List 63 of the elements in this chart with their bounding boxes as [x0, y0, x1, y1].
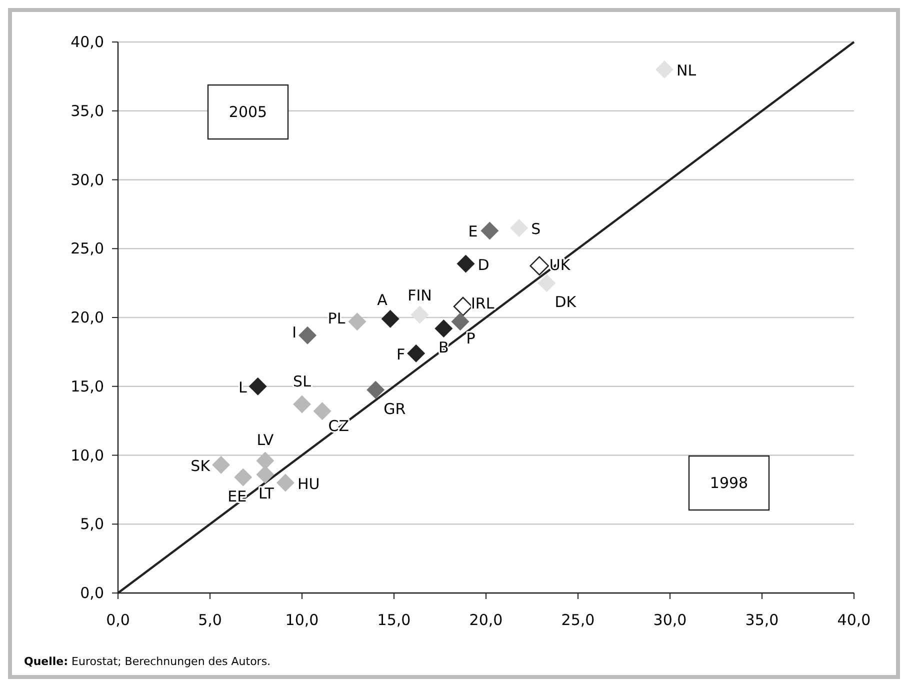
- annotation: DK: [554, 293, 578, 312]
- point: [453, 296, 473, 316]
- annotation: A: [377, 290, 388, 309]
- point: [248, 377, 267, 396]
- point: [366, 380, 385, 399]
- y-tick-label: 0,0: [80, 584, 104, 602]
- annotation: FIN: [408, 286, 432, 305]
- point: [655, 60, 674, 79]
- x-tick-label: 40,0: [837, 611, 871, 629]
- y-tick-label: 15,0: [70, 377, 104, 396]
- point: [538, 274, 556, 292]
- annotation: S: [531, 220, 541, 238]
- y-tick-label: 10,0: [70, 446, 104, 464]
- annotation: LT: [258, 484, 275, 503]
- annotation: I: [292, 323, 297, 342]
- annotation: LV: [256, 430, 274, 449]
- point: [480, 222, 499, 240]
- annotation: IRL: [471, 294, 495, 312]
- annotation: NL: [676, 62, 697, 80]
- annotation: PL: [328, 310, 346, 328]
- point: [410, 306, 429, 324]
- x-tick-label: 5,0: [198, 611, 222, 629]
- annotation: 2005: [228, 103, 268, 121]
- point: [348, 312, 366, 331]
- x-tick-label: 10,0: [285, 611, 319, 629]
- annotation: GR: [384, 400, 406, 418]
- y-tick-label: 5,0: [80, 515, 104, 534]
- point: [298, 326, 317, 344]
- point: [212, 456, 230, 474]
- annotation: EE: [228, 487, 247, 506]
- y-tick-label: 40,0: [70, 33, 104, 51]
- point: [313, 402, 332, 420]
- point: [510, 218, 528, 237]
- x-tick-label: 25,0: [561, 611, 595, 629]
- annotation: F: [396, 345, 406, 364]
- x-tick-label: 30,0: [653, 611, 687, 629]
- point: [434, 320, 453, 338]
- annotation: D: [478, 256, 490, 274]
- point: [276, 474, 294, 492]
- x-tick-label: 35,0: [745, 611, 779, 629]
- point: [456, 254, 475, 273]
- annotation: E: [468, 222, 478, 241]
- annotation: P: [466, 330, 476, 348]
- annotation: SK: [190, 456, 212, 475]
- annotation: L: [238, 378, 248, 396]
- x-tick-label: 20,0: [469, 611, 503, 629]
- point: [530, 256, 550, 276]
- point: [293, 395, 311, 414]
- annotation: SL: [293, 372, 312, 390]
- y-tick-label: 25,0: [70, 240, 104, 258]
- annotation: 1998: [710, 474, 748, 492]
- point: [381, 310, 400, 328]
- point: [234, 468, 252, 486]
- y-tick-label: 35,0: [70, 102, 104, 120]
- point: [256, 466, 274, 484]
- source-note: Quelle: Eurostat; Berechnungen des Autors.: [24, 655, 271, 668]
- annotation: HU: [297, 474, 320, 493]
- x-tick-label: 15,0: [377, 611, 411, 629]
- y-tick-label: 30,0: [70, 170, 104, 189]
- y-tick-label: 20,0: [70, 308, 104, 326]
- x-tick-label: 0,0: [106, 611, 130, 629]
- point: [407, 344, 426, 362]
- point: [451, 312, 470, 331]
